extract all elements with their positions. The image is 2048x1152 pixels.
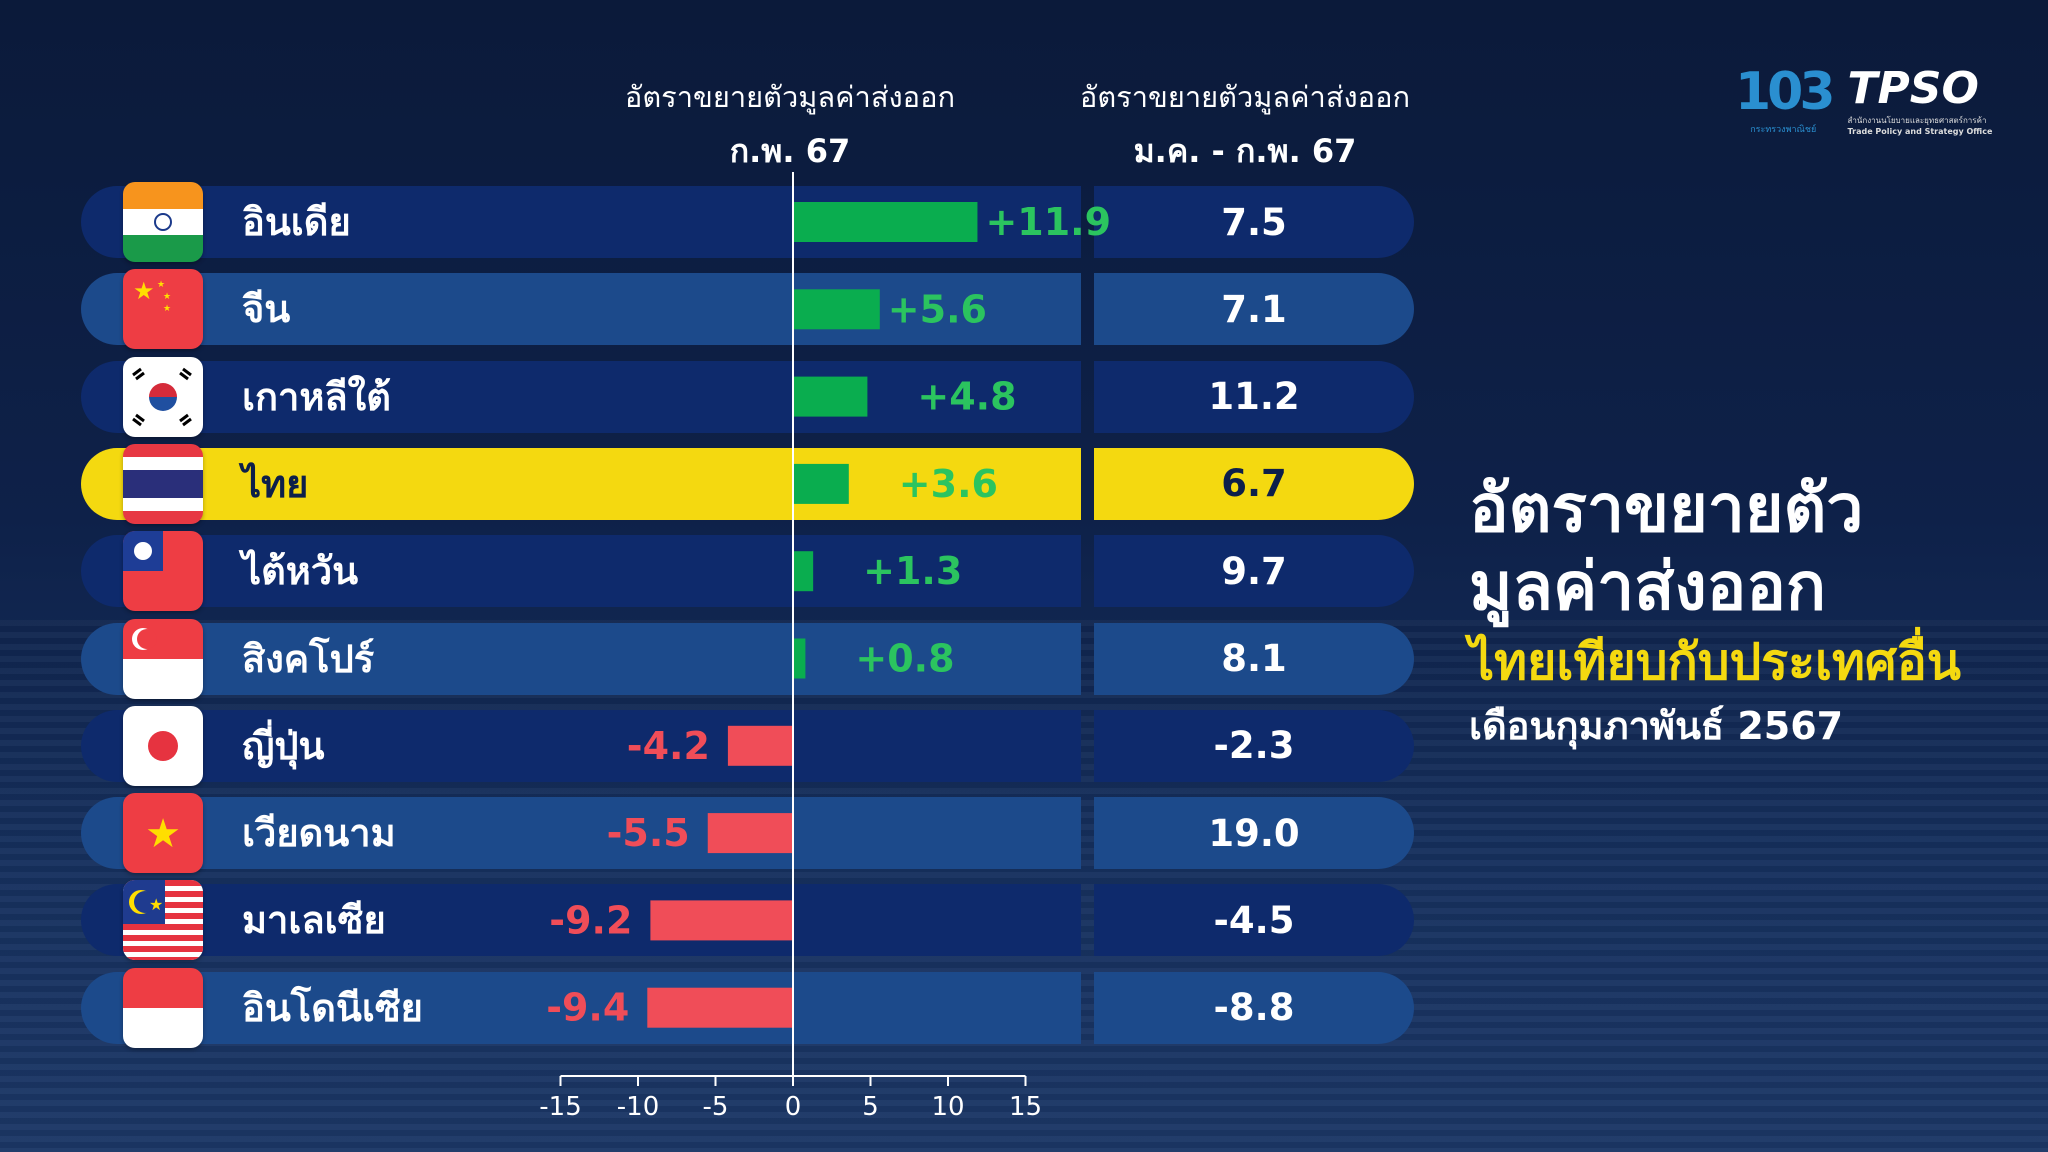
janfeb-value: -8.8 [1094,971,1414,1044]
singapore-flag-icon [123,618,203,699]
data-label: +0.8 [855,637,954,681]
janfeb-value: 19.0 [1094,797,1414,870]
title-date: เดือนกุมภาพันธ์ 2567 [1469,704,1844,748]
x-tick-label: -15 [539,1092,581,1122]
janfeb-value: 8.1 [1094,622,1414,695]
svg-text:★: ★ [145,811,181,857]
row-background: ไทย [81,443,1081,524]
svg-text:★: ★ [163,304,171,314]
vietnam-flag-icon: ★ [123,793,203,874]
data-label: -4.2 [627,724,710,768]
x-tick-label: 0 [785,1092,802,1122]
country-name: จีน [242,287,291,332]
bar-thailand [793,463,849,504]
row-background: เกาหลีใต้ [81,356,1081,437]
x-tick-label: 10 [931,1092,964,1122]
row-background: ไต้หวัน [81,531,1081,612]
country-name: อินโดนีเซีย [242,985,423,1030]
x-tick-label: 15 [1009,1092,1042,1122]
data-label: +3.6 [899,462,998,506]
row-background: ★ ★ ★ ★ จีน [81,269,1081,350]
bar-malaysia [650,900,793,941]
data-label: -5.5 [607,811,690,855]
x-tick-label: -5 [703,1092,729,1122]
taiwan-flag-icon [123,531,203,612]
japan-flag-icon [123,705,203,786]
row-background: อินโดนีเซีย [81,967,1081,1048]
svg-text:★: ★ [157,280,165,290]
column-header-janfeb: อัตราขยายตัวมูลค่าส่งออก ม.ค. - ก.พ. 67 [1035,74,1455,177]
tpso-logo: TPSO สำนักงานนโยบายและยุทธศาสตร์การค้า T… [1847,62,1993,136]
janfeb-value: -4.5 [1094,884,1414,957]
data-label: +4.8 [917,375,1016,419]
row-background: สิงคโปร์ [81,618,1081,699]
south-korea-flag-icon [123,356,203,437]
country-name: ไทย [242,461,309,506]
data-label: +5.6 [888,287,987,331]
bar-taiwan [793,551,814,592]
janfeb-value: 7.1 [1094,273,1414,346]
country-name: มาเลเซีย [242,898,386,943]
title-line2: มูลค่าส่งออก [1469,548,1826,625]
title-subtitle: ไทยเทียบกับประเทศอื่น [1469,633,1961,691]
janfeb-value: -2.3 [1094,709,1414,782]
country-name: เกาหลีใต้ [242,374,391,419]
column-header-feb: อัตราขยายตัวมูลค่าส่งออก ก.พ. 67 [580,74,1000,177]
column-header-line1: อัตราขยายตัวมูลค่าส่งออก [624,80,956,114]
bar-south-korea [793,376,868,417]
china-flag-icon: ★ ★ ★ ★ [123,269,203,350]
x-tick-label: -10 [617,1092,659,1122]
janfeb-value: 11.2 [1094,360,1414,433]
column-header-line2: ก.พ. 67 [729,132,851,170]
title-line1: อัตราขยายตัว [1469,470,1864,547]
thailand-flag-icon [123,443,203,524]
column-header-line2: ม.ค. - ก.พ. 67 [1133,132,1357,170]
svg-text:★: ★ [133,277,155,305]
country-name: ไต้หวัน [242,549,359,594]
indonesia-flag-icon [123,967,203,1048]
data-label: -9.2 [549,898,632,942]
row-background: ญี่ปุ่น [81,705,1081,786]
svg-text:★: ★ [149,895,163,914]
india-flag-icon [123,182,203,262]
data-label: -9.4 [546,986,629,1030]
ministry-logo: 103 กระทรวงพาณิชย์ [1735,62,1836,135]
data-label: +11.9 [985,200,1111,244]
country-name: อินเดีย [242,200,351,244]
bar-singapore [793,638,806,679]
row-background: ★ เวียดนาม [81,793,1081,874]
janfeb-value: 9.7 [1094,535,1414,608]
infographic-title: อัตราขยายตัว มูลค่าส่งออก ไทยเทียบกับประ… [1469,470,1961,754]
bar-china [793,289,880,330]
row-background: ★ มาเลเซีย [81,880,1081,961]
janfeb-value: 6.7 [1094,447,1414,520]
column-header-line1: อัตราขยายตัวมูลค่าส่งออก [1079,80,1411,114]
bar-japan [727,725,793,766]
malaysia-flag-icon: ★ [123,880,203,961]
janfeb-value: 7.5 [1094,186,1414,258]
logo-group: 103 กระทรวงพาณิชย์ TPSO สำนักงานนโยบายแล… [1735,62,1992,136]
country-name: สิงคโปร์ [242,636,375,681]
country-name: ญี่ปุ่น [242,723,325,768]
x-tick-label: 5 [862,1092,879,1122]
svg-text:★: ★ [163,292,171,302]
data-label: +1.3 [863,549,962,593]
bar-vietnam [707,813,793,854]
bar-india [793,202,978,242]
country-name: เวียดนาม [242,811,396,856]
bar-indonesia [647,987,793,1028]
